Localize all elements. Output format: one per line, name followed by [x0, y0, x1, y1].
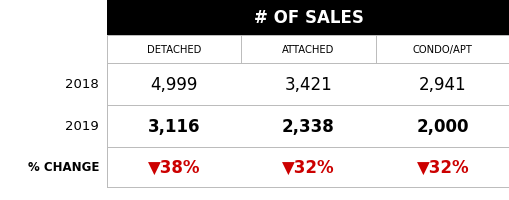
Bar — [0, 64, 107, 105]
Bar — [107, 0, 509, 36]
Text: CONDO/APT: CONDO/APT — [412, 45, 472, 55]
Text: 2018: 2018 — [65, 78, 99, 91]
Bar — [107, 105, 509, 147]
Text: % CHANGE: % CHANGE — [27, 161, 99, 174]
Text: 2,000: 2,000 — [416, 117, 468, 135]
Text: DETACHED: DETACHED — [147, 45, 201, 55]
Text: # OF SALES: # OF SALES — [253, 9, 363, 27]
Bar — [107, 64, 509, 105]
Text: 3,421: 3,421 — [284, 76, 332, 94]
Text: 4,999: 4,999 — [150, 76, 197, 94]
Bar — [107, 147, 509, 187]
Text: 3,116: 3,116 — [148, 117, 200, 135]
Text: ▼32%: ▼32% — [416, 158, 468, 176]
Text: 2,941: 2,941 — [418, 76, 466, 94]
Text: 2019: 2019 — [65, 120, 99, 133]
Text: 2,338: 2,338 — [281, 117, 334, 135]
Text: ATTACHED: ATTACHED — [282, 45, 334, 55]
Text: ▼32%: ▼32% — [281, 158, 334, 176]
Bar — [107, 36, 509, 64]
Text: ▼38%: ▼38% — [148, 158, 200, 176]
Bar — [0, 147, 107, 187]
Bar — [0, 105, 107, 147]
